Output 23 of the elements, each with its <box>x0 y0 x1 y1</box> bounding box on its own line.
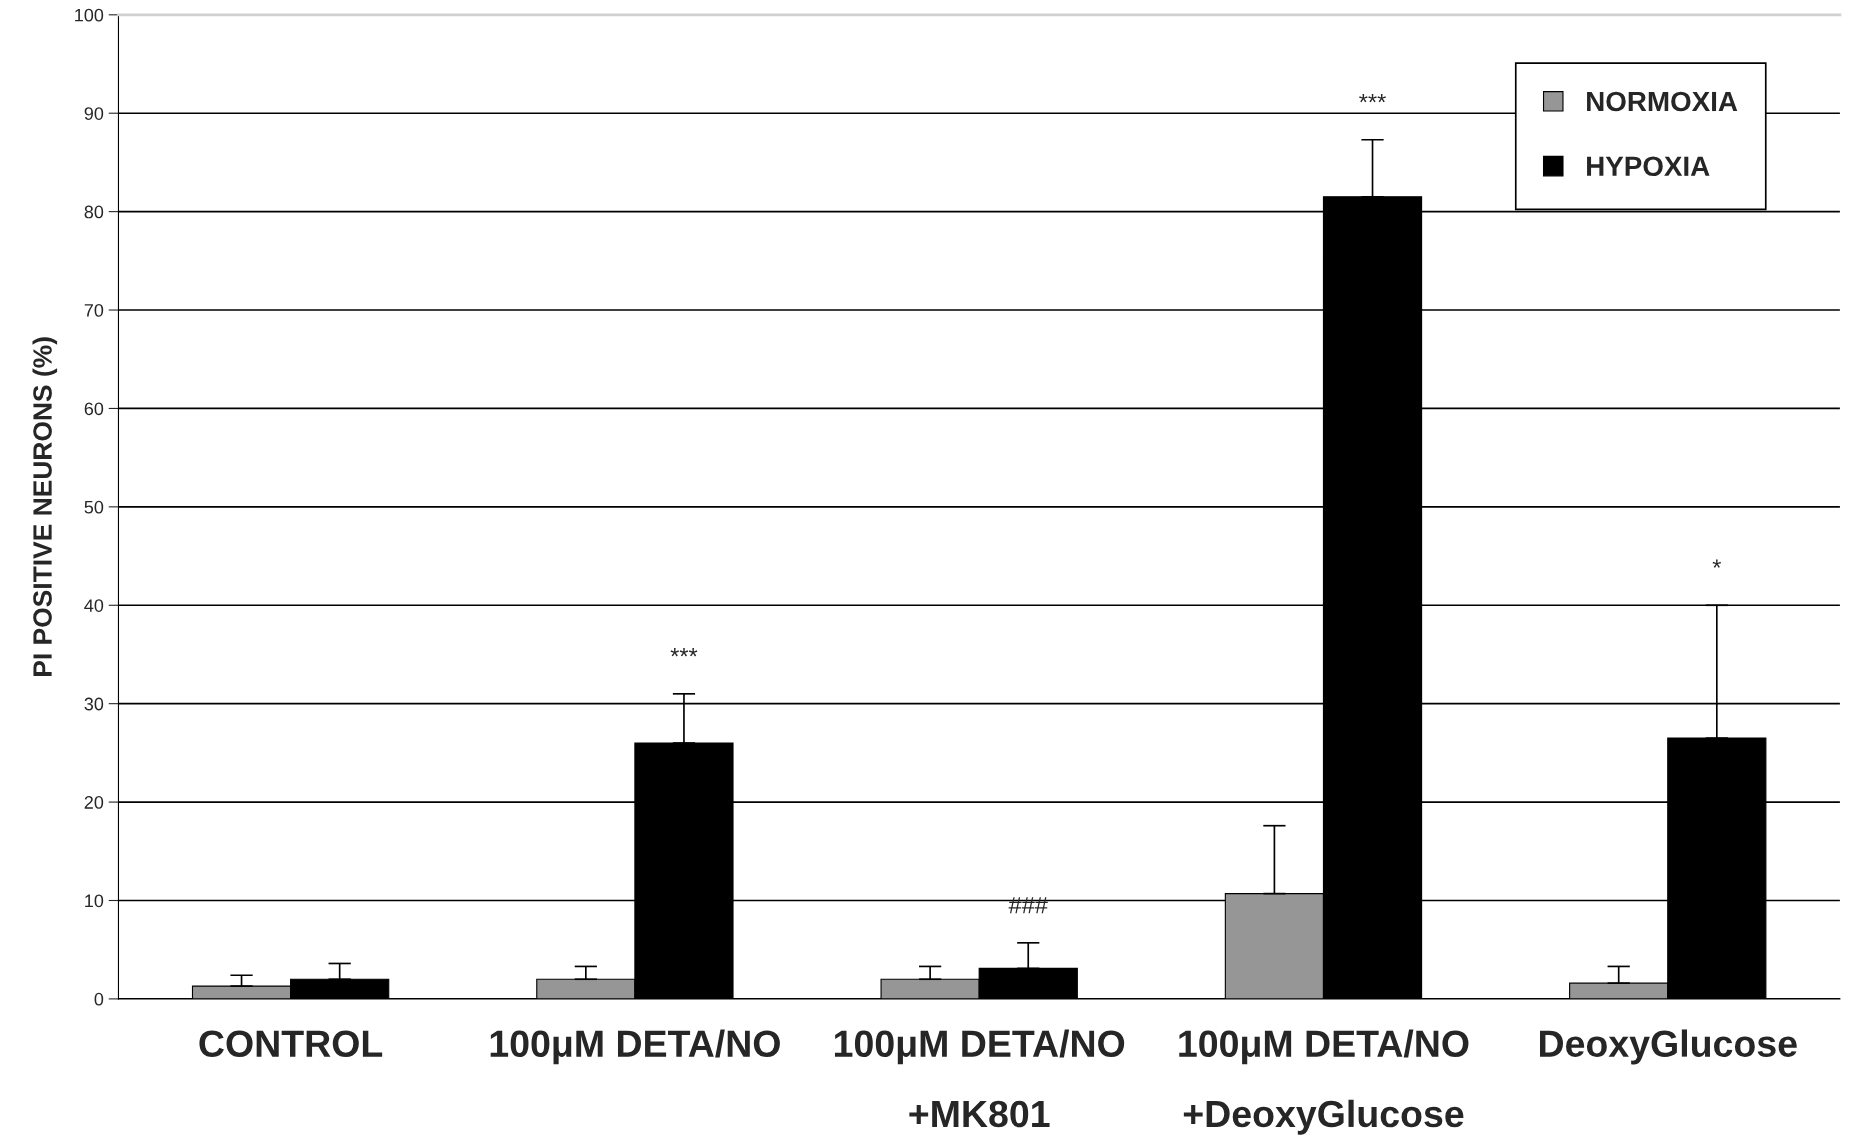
x-tick-label: 100μM DETA/NO +MK801 <box>834 1029 1125 1128</box>
y-tick-label: 30 <box>84 697 104 711</box>
annotation: * <box>1712 559 1722 568</box>
y-tick-label: 20 <box>84 796 104 809</box>
y-tick-label: 40 <box>84 599 104 612</box>
x-tick-label: 100μM DETA/NO <box>490 1029 780 1065</box>
annotation: *** <box>670 648 698 657</box>
y-tick-label: 60 <box>84 402 104 416</box>
y-tick-label: 90 <box>84 107 104 120</box>
y-tick-label: 70 <box>84 303 104 317</box>
y-tick-label: 10 <box>85 894 104 908</box>
y-tick-label: 0 <box>94 992 104 1006</box>
y-tick-label: 50 <box>84 500 104 514</box>
x-tick-label: 100μM DETA/NO +DeoxyGlucose <box>1179 1029 1469 1135</box>
y-tick-label: 80 <box>84 205 104 219</box>
legend-label: HYPOXIA <box>1587 156 1710 177</box>
x-tick-label: CONTROL <box>199 1030 383 1057</box>
legend-label: NORMOXIA <box>1587 91 1738 112</box>
annotation: *** <box>1359 94 1386 103</box>
annotation: ### <box>1008 897 1048 914</box>
x-tick-label: DeoxyGlucose <box>1540 1029 1797 1065</box>
y-tick-label: 100 <box>75 8 104 22</box>
y-axis-title: PI POSITIVE NEURONS (%) <box>32 337 58 676</box>
